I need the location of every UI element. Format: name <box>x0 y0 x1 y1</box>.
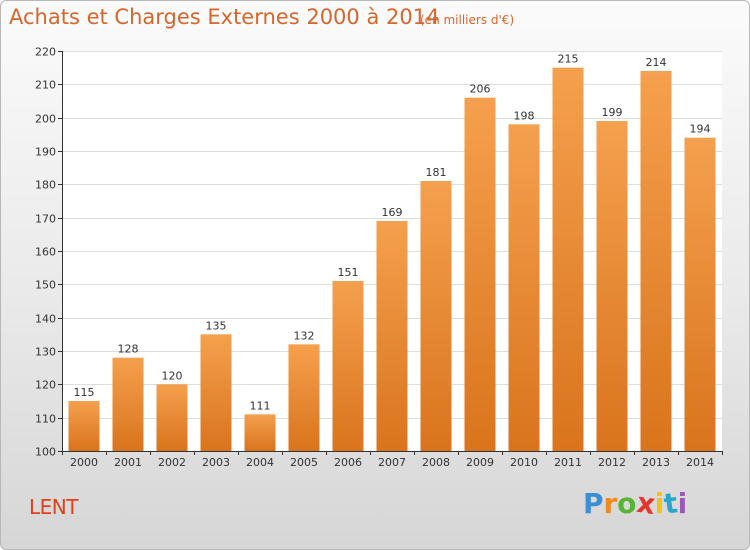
chart-subtitle: (en milliers d'€) <box>420 13 515 27</box>
data-label: 215 <box>558 53 579 66</box>
bar <box>68 401 100 451</box>
bar <box>244 414 276 451</box>
data-label: 135 <box>206 319 227 332</box>
data-label: 169 <box>382 206 403 219</box>
y-tick-label: 170 <box>35 213 56 226</box>
x-tick-label: 2002 <box>158 456 186 469</box>
bar <box>332 281 364 451</box>
y-tick-label: 220 <box>35 46 56 59</box>
x-tick-label: 2014 <box>686 456 714 469</box>
y-tick-label: 150 <box>35 279 56 292</box>
x-tick-label: 2007 <box>378 456 406 469</box>
data-label: 181 <box>426 166 447 179</box>
data-label: 120 <box>162 369 183 382</box>
data-label: 198 <box>514 109 535 122</box>
bar <box>640 71 672 451</box>
y-tick-label: 200 <box>35 113 56 126</box>
data-label: 194 <box>690 123 711 136</box>
y-tick-label: 130 <box>35 346 56 359</box>
x-tick-label: 2013 <box>642 456 670 469</box>
x-tick-label: 2012 <box>598 456 626 469</box>
proxiti-logo: Proxiti <box>583 485 688 522</box>
x-tick-label: 2000 <box>70 456 98 469</box>
bar <box>684 137 716 451</box>
logo-letter: x <box>634 485 657 522</box>
x-tick-label: 2010 <box>510 456 538 469</box>
y-tick-label: 160 <box>35 246 56 259</box>
data-label: 199 <box>602 106 623 119</box>
x-tick-label: 2009 <box>466 456 494 469</box>
data-label: 206 <box>470 83 491 96</box>
data-label: 214 <box>646 56 667 69</box>
logo-letter: i <box>677 487 688 520</box>
bar <box>596 121 628 451</box>
data-label: 151 <box>338 266 359 279</box>
place-name: LENT <box>29 495 78 519</box>
chart-title: Achats et Charges Externes 2000 à 2014 <box>9 5 440 29</box>
logo-letter: r <box>603 487 618 520</box>
x-tick-label: 2005 <box>290 456 318 469</box>
bar <box>552 67 584 452</box>
x-tick-label: 2001 <box>114 456 142 469</box>
data-label: 111 <box>250 399 271 412</box>
bar <box>464 97 496 452</box>
bar <box>112 357 144 451</box>
bar <box>200 334 232 451</box>
data-label: 132 <box>294 329 315 342</box>
x-tick-label: 2003 <box>202 456 230 469</box>
data-label: 128 <box>118 343 139 356</box>
y-tick-label: 140 <box>35 313 56 326</box>
y-tick-label: 110 <box>35 413 56 426</box>
y-tick-label: 100 <box>35 446 56 459</box>
bar <box>508 124 540 451</box>
logo-letter: P <box>583 487 604 520</box>
x-tick-label: 2006 <box>334 456 362 469</box>
data-label: 115 <box>74 386 95 399</box>
bar <box>420 181 452 451</box>
logo-letter: i <box>654 487 665 520</box>
y-tick-label: 120 <box>35 379 56 392</box>
bar <box>156 384 188 451</box>
x-tick-label: 2008 <box>422 456 450 469</box>
bar <box>376 221 408 451</box>
bar <box>288 344 320 451</box>
y-tick-label: 210 <box>35 79 56 92</box>
x-tick-label: 2004 <box>246 456 274 469</box>
y-tick-label: 190 <box>35 146 56 159</box>
y-tick-label: 180 <box>35 179 56 192</box>
x-tick-label: 2011 <box>554 456 582 469</box>
